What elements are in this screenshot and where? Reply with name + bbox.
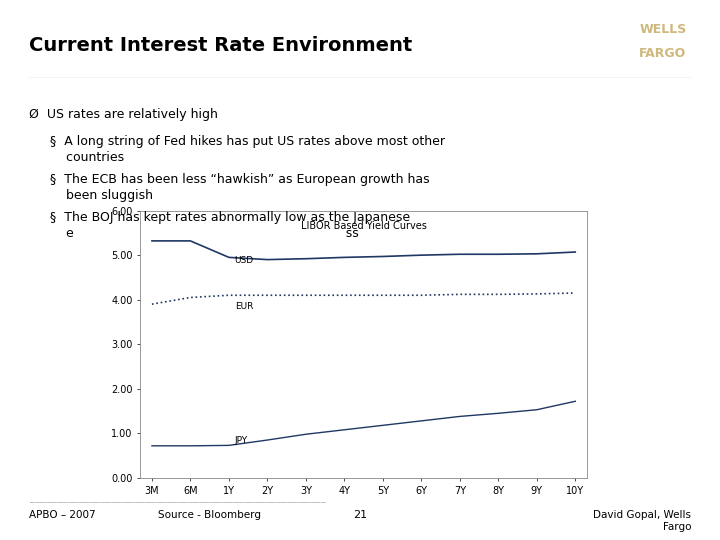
Text: EUR: EUR (235, 302, 253, 311)
Text: WELLS: WELLS (639, 23, 686, 36)
Text: JPY: JPY (235, 436, 248, 444)
Text: Current Interest Rate Environment: Current Interest Rate Environment (29, 36, 412, 56)
Text: Ø  US rates are relatively high: Ø US rates are relatively high (29, 108, 217, 121)
Text: David Gopal, Wells
Fargo: David Gopal, Wells Fargo (593, 510, 691, 532)
Text: §  The ECB has been less “hawkish” as European growth has: § The ECB has been less “hawkish” as Eur… (50, 173, 430, 186)
Text: 21: 21 (353, 510, 367, 521)
Text: LIBOR Based Yield Curves: LIBOR Based Yield Curves (301, 221, 426, 231)
Text: countries: countries (50, 151, 125, 164)
Text: Source - Bloomberg: Source - Bloomberg (158, 510, 261, 521)
Text: FARGO: FARGO (639, 47, 686, 60)
Text: ________________________________________________________________________________: ________________________________________… (29, 498, 325, 503)
Text: §  The BOJ has kept rates abnormally low as the Japanese: § The BOJ has kept rates abnormally low … (50, 211, 410, 224)
Text: USD: USD (235, 256, 254, 266)
Text: e                                                                    ss: e ss (50, 227, 359, 240)
Text: §  A long string of Fed hikes has put US rates above most other: § A long string of Fed hikes has put US … (50, 135, 446, 148)
Text: APBO – 2007: APBO – 2007 (29, 510, 96, 521)
Text: been sluggish: been sluggish (50, 189, 153, 202)
